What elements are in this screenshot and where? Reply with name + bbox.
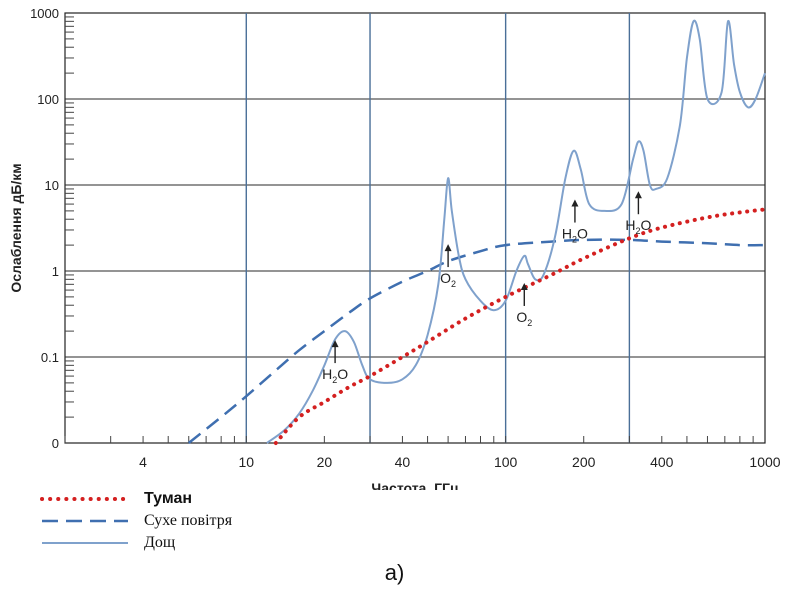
legend-swatch-dry-air bbox=[42, 519, 128, 523]
x-tick-label: 10 bbox=[238, 454, 254, 470]
annotation-label: H2O bbox=[322, 366, 348, 385]
annotation-arrowhead bbox=[571, 199, 579, 207]
y-tick-label: 0.1 bbox=[41, 350, 59, 365]
y-axis-label: Ослаблення дБ/км bbox=[8, 163, 24, 292]
x-axis-label: Частота, ГГц bbox=[371, 480, 459, 490]
legend-label-fog: Туман bbox=[144, 490, 193, 507]
attenuation-chart: H2O O2 O2 H2O H2O 0 0.1 1 10 100 1000 4 10 20 40 100 2… bbox=[8, 6, 781, 490]
x-tick-label: 1000 bbox=[749, 454, 780, 470]
x-tick-label: 400 bbox=[650, 454, 674, 470]
figure-caption: а) bbox=[384, 560, 405, 585]
x-tick-label: 20 bbox=[317, 454, 333, 470]
y-tick-label: 10 bbox=[45, 178, 59, 193]
x-tick-label: 100 bbox=[494, 454, 518, 470]
annotation-label: O2 bbox=[440, 270, 456, 289]
legend-swatch-fog bbox=[40, 497, 130, 501]
x-tick-labels: 4 10 20 40 100 200 400 1000 bbox=[139, 454, 781, 470]
legend: Туман Сухе повітря Дощ bbox=[40, 488, 232, 554]
y-tick-label: 1000 bbox=[30, 6, 59, 21]
x-tick-label: 40 bbox=[395, 454, 411, 470]
annotations: H2O O2 O2 H2O H2O bbox=[322, 191, 652, 385]
annotation-arrowhead bbox=[331, 340, 339, 348]
y-tick-label: 0 bbox=[52, 436, 59, 451]
y-tick-label: 100 bbox=[37, 92, 59, 107]
minor-ticks bbox=[64, 16, 754, 443]
annotation-label: O2 bbox=[516, 309, 532, 328]
legend-item-rain: Дощ bbox=[40, 532, 232, 554]
legend-swatch-rain bbox=[42, 542, 128, 544]
plot-background bbox=[64, 12, 766, 444]
legend-item-fog: Туман bbox=[40, 488, 232, 510]
series-layer bbox=[187, 19, 767, 445]
annotation-label: H2O bbox=[625, 217, 651, 236]
series-line-dry-air bbox=[187, 238, 766, 444]
y-tick-labels: 0 0.1 1 10 100 1000 bbox=[30, 6, 59, 451]
x-tick-label: 4 bbox=[139, 454, 147, 470]
x-tick-label: 200 bbox=[572, 454, 596, 470]
annotation-arrowhead bbox=[634, 191, 642, 199]
annotation-arrowhead bbox=[444, 244, 452, 252]
legend-item-dry-air: Сухе повітря bbox=[40, 510, 232, 532]
y-tick-label: 1 bbox=[52, 264, 59, 279]
grid bbox=[65, 13, 765, 443]
series-line-fog bbox=[273, 207, 767, 445]
annotation-arrowhead bbox=[520, 282, 528, 290]
annotation-label: H2O bbox=[562, 226, 588, 245]
legend-label-rain: Дощ bbox=[144, 534, 176, 551]
legend-label-dry-air: Сухе повітря bbox=[144, 512, 233, 529]
